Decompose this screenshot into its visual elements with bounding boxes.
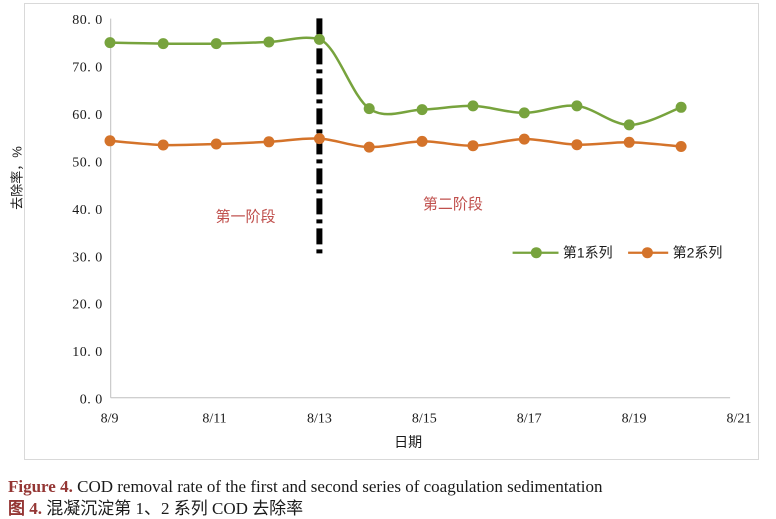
svg-text:40. 0: 40. 0 [72, 202, 103, 217]
svg-text:20. 0: 20. 0 [72, 297, 103, 312]
svg-text:30. 0: 30. 0 [72, 250, 103, 265]
svg-text:第1系列: 第1系列 [563, 244, 613, 260]
svg-text:8/9: 8/9 [101, 411, 119, 426]
svg-text:第二阶段: 第二阶段 [423, 195, 483, 213]
svg-text:60. 0: 60. 0 [72, 107, 103, 122]
svg-text:0. 0: 0. 0 [80, 392, 103, 407]
svg-text:第一阶段: 第一阶段 [216, 207, 276, 225]
svg-text:8/11: 8/11 [203, 411, 227, 426]
svg-text:日期: 日期 [394, 434, 422, 450]
svg-text:第2系列: 第2系列 [673, 244, 723, 260]
svg-text:8/19: 8/19 [622, 411, 647, 426]
svg-text:8/15: 8/15 [412, 411, 437, 426]
svg-text:10. 0: 10. 0 [72, 345, 103, 360]
svg-text:8/21: 8/21 [727, 411, 752, 426]
svg-text:8/13: 8/13 [307, 411, 332, 426]
svg-text:8/17: 8/17 [517, 411, 542, 426]
svg-text:50. 0: 50. 0 [72, 155, 103, 170]
svg-text:70. 0: 70. 0 [72, 60, 103, 75]
svg-text:80. 0: 80. 0 [72, 13, 103, 28]
